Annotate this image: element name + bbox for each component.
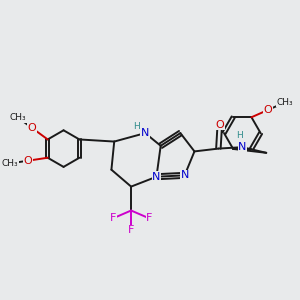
Text: O: O xyxy=(264,105,273,115)
Text: CH₃: CH₃ xyxy=(10,113,26,122)
Text: O: O xyxy=(24,156,33,166)
Text: F: F xyxy=(146,213,153,224)
Text: F: F xyxy=(110,213,116,224)
Text: H: H xyxy=(134,122,140,130)
Text: N: N xyxy=(141,128,149,138)
Text: N: N xyxy=(152,172,160,182)
Text: O: O xyxy=(27,123,36,133)
Text: CH₃: CH₃ xyxy=(2,159,18,168)
Text: N: N xyxy=(180,170,189,180)
Text: H: H xyxy=(236,131,243,140)
Text: F: F xyxy=(128,225,134,235)
Text: O: O xyxy=(215,120,224,130)
Text: CH₃: CH₃ xyxy=(277,98,293,107)
Text: N: N xyxy=(238,142,247,152)
